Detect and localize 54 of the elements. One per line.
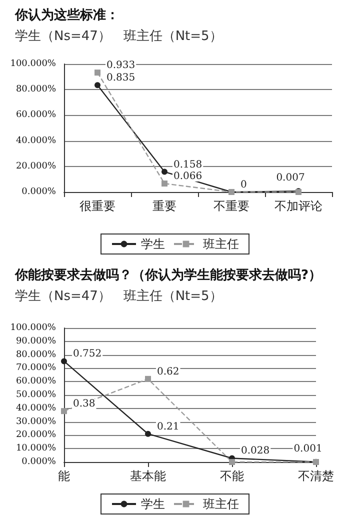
data-label: 0.933 xyxy=(106,60,136,72)
x-tick-label: 不重要 xyxy=(214,199,250,213)
data-label: 0.62 xyxy=(157,366,180,378)
y-tick-label: 20.000% xyxy=(16,161,56,172)
y-tick-label: 70.000% xyxy=(16,363,56,374)
chart-title: 你能按要求去做吗？（你认为学生能按要求去做吗?） xyxy=(14,267,322,283)
y-tick-label: 90.000% xyxy=(16,336,56,346)
y-tick-label: 20.000% xyxy=(16,430,56,440)
data-label: 0.38 xyxy=(73,398,96,410)
y-tick-label: 100.000% xyxy=(10,59,56,69)
chart-title: 你认为这些标准： xyxy=(14,7,119,23)
data-label: 0.158 xyxy=(174,159,202,170)
x-tick-label: 基本能 xyxy=(130,469,166,483)
point xyxy=(61,358,67,364)
y-tick-label: 0.000% xyxy=(22,187,56,197)
point xyxy=(229,459,235,465)
y-tick-label: 40.000% xyxy=(16,136,56,146)
legend-label: 班主任 xyxy=(203,497,239,511)
data-label: 0.001 xyxy=(294,443,322,454)
y-tick-label: 60.000% xyxy=(16,376,56,387)
x-tick-label: 不清楚 xyxy=(298,469,334,483)
y-tick-label: 30.000% xyxy=(16,416,56,427)
x-tick-label: 能 xyxy=(58,469,70,483)
y-tick-label: 10.000% xyxy=(16,444,56,454)
legend-label: 学生 xyxy=(141,497,165,511)
chart-subtitle: 学生（Ns=47） 班主任（Nt=5） xyxy=(15,288,222,304)
point xyxy=(145,430,151,437)
point xyxy=(94,70,100,76)
y-tick-label: 60.000% xyxy=(16,110,56,120)
data-label: 0.028 xyxy=(241,446,270,457)
data-label: 0.21 xyxy=(157,421,180,432)
y-tick-label: 40.000% xyxy=(16,403,56,414)
point xyxy=(162,168,168,175)
x-tick-label: 很重要 xyxy=(80,199,116,213)
data-label: 0.752 xyxy=(73,348,102,360)
y-tick-label: 80.000% xyxy=(16,84,56,95)
point xyxy=(162,180,168,187)
y-tick-label: 50.000% xyxy=(16,390,56,400)
chart-subtitle: 学生（Ns=47） 班主任（Nt=5） xyxy=(15,28,222,44)
x-tick-label: 不能 xyxy=(220,469,244,483)
point xyxy=(94,82,100,88)
point xyxy=(61,408,67,414)
data-label: 0.066 xyxy=(174,171,202,182)
point xyxy=(145,376,151,382)
legend-label: 学生 xyxy=(141,237,165,251)
data-label: 0.835 xyxy=(106,72,136,84)
y-tick-label: 80.000% xyxy=(16,350,56,360)
data-label: 0 xyxy=(240,180,247,190)
data-label: 0.007 xyxy=(276,172,305,184)
legend-label: 班主任 xyxy=(203,237,239,251)
x-tick-label: 重要 xyxy=(152,199,176,213)
y-tick-label: 100.000% xyxy=(10,323,56,333)
x-tick-label: 不加评论 xyxy=(274,199,322,213)
y-tick-label: 0.000% xyxy=(22,457,56,467)
